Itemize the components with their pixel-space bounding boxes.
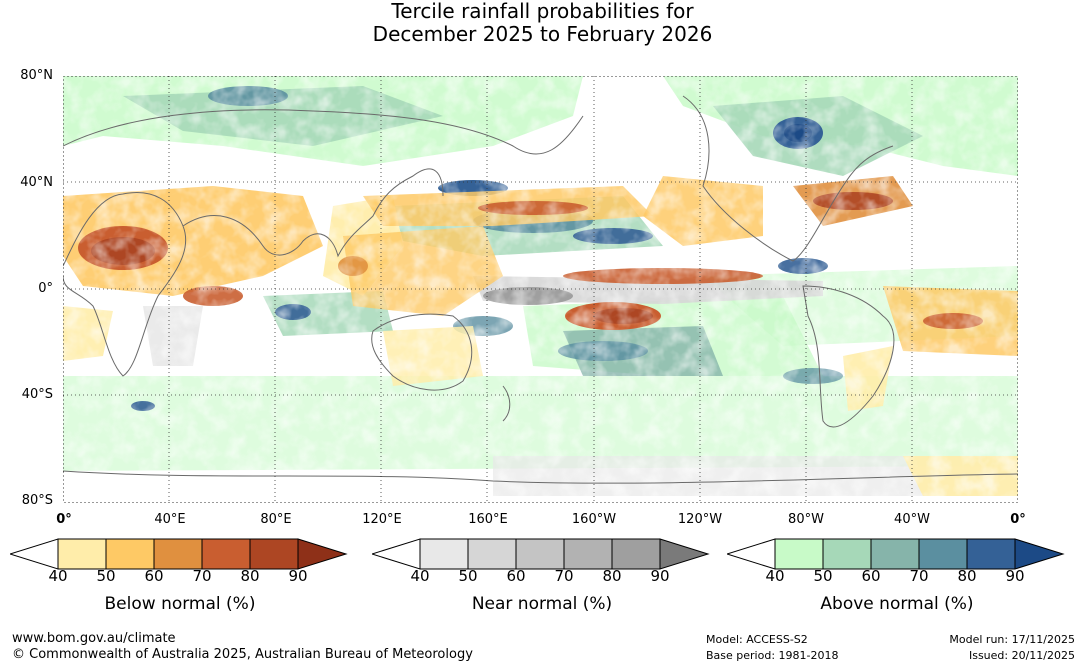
legend-bar-above [727,538,1065,570]
legend-below-tick-90: 90 [288,567,308,585]
coastline-asia-south [182,168,444,258]
legend-below-tick-80: 80 [240,567,260,585]
map-svg [63,76,1018,503]
coastline-antarctica [63,470,1018,484]
legend-above-bin-1 [774,538,824,570]
legend-near-bin-5 [611,538,661,570]
lat-label-80n: 80°N [20,68,53,83]
legend-near-low-arrow [372,538,421,570]
map-border [63,76,1018,503]
legend-above-high-arrow [1014,538,1065,570]
legend-below-low-arrow [10,538,59,570]
lon-label-40e: 40°E [154,512,186,527]
legend-near-tick-80: 80 [602,567,622,585]
lon-label-80w: 80°W [788,512,824,527]
lon-label-120e: 120°E [362,512,402,527]
legend-near-tick-40: 40 [410,567,430,585]
legend-near-high-arrow [659,538,710,570]
footer-model-run: Model run: 17/11/2025 [949,633,1075,646]
lat-label-80s: 80°S [21,493,53,508]
footer-model: Model: ACCESS-S2 [706,633,808,646]
coastline-south-america [802,285,895,428]
legend-above-bin-5 [966,538,1016,570]
legend-near-tick-70: 70 [554,567,574,585]
legend-near-bin-4 [563,538,613,570]
lon-label-160e: 160°E [468,512,508,527]
chart-title: Tercile rainfall probabilities for Decem… [0,0,1085,46]
coastline-north-america [682,95,894,262]
legend-above-tick-70: 70 [909,567,929,585]
legend-below-bin-2 [105,538,155,570]
legend-above-bin-3 [870,538,920,570]
lat-label-40n: 40°N [20,175,53,190]
legend-bar-near [372,538,710,570]
title-line-1: Tercile rainfall probabilities for [391,0,694,23]
legend-near-caption: Near normal (%) [471,594,613,614]
legend-below-bin-1 [57,538,107,570]
legend-below-high-arrow [297,538,348,570]
lon-label-120w: 120°W [677,512,723,527]
legend-above-bin-2 [822,538,872,570]
legend-above-tick-80: 80 [957,567,977,585]
legend-below-tick-70: 70 [192,567,212,585]
legend-near-bin-1 [419,538,469,570]
legend-above-tick-90: 90 [1005,567,1025,585]
legend-near-tick-90: 90 [650,567,670,585]
legend-below-caption: Below normal (%) [104,594,256,614]
lat-label-0: 0° [38,281,53,296]
lon-label-0-right: 0° [1010,512,1026,527]
legend-near-bin-3 [515,538,565,570]
legend-above-tick-40: 40 [765,567,785,585]
lon-label-160w: 160°W [571,512,617,527]
legend-near-tick-50: 50 [458,567,478,585]
probability-fields [63,76,1018,503]
legend-above-caption: Above normal (%) [820,594,974,614]
legend-above-bin-4 [918,538,968,570]
footer-website[interactable]: www.bom.gov.au/climate [12,631,176,646]
legend-bar-below [10,538,348,570]
title-line-2: December 2025 to February 2026 [372,22,713,46]
legend-below-tick-60: 60 [144,567,164,585]
lon-label-40w: 40°W [894,512,930,527]
lon-label-80e: 80°E [260,512,292,527]
footer-issued: Issued: 20/11/2025 [968,649,1075,662]
coastline-new-zealand [502,385,511,422]
footer-copyright: © Commonwealth of Australia 2025, Austra… [12,647,473,662]
legend-below-bin-4 [201,538,251,570]
legend-near-tick-60: 60 [506,567,526,585]
legend-above-low-arrow [727,538,776,570]
coastlines [63,95,1018,484]
legend-below-bin-5 [249,538,299,570]
legend-below-tick-40: 40 [48,567,68,585]
coastline-africa [63,192,187,377]
lat-label-40s: 40°S [21,387,53,402]
lon-label-0-left: 0° [56,512,72,527]
coastline-eurasia-north [63,109,584,155]
legend-above-tick-50: 50 [813,567,833,585]
footer-base-period: Base period: 1981-2018 [706,649,839,662]
map-texture [63,76,1018,503]
coastline-australia [371,313,473,391]
legend-below-tick-50: 50 [96,567,116,585]
legend-above-tick-60: 60 [861,567,881,585]
rainfall-map [63,76,1018,503]
legend-below-bin-3 [153,538,203,570]
legend-near-bin-2 [467,538,517,570]
